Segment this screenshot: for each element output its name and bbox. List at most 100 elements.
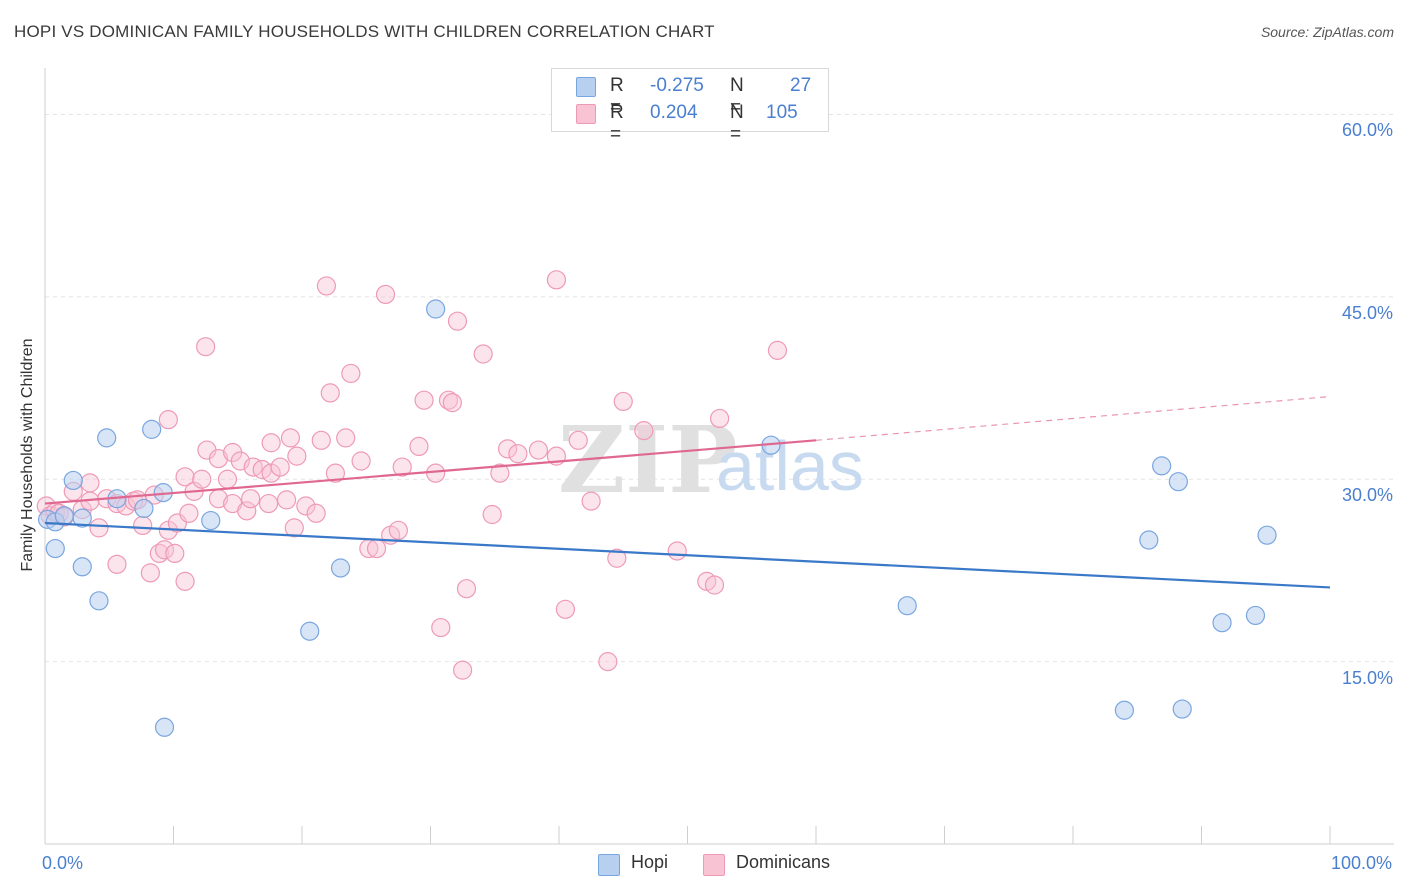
hopi-point bbox=[1245, 605, 1266, 626]
dominicans-point bbox=[280, 428, 301, 448]
dominicans-point bbox=[375, 284, 396, 305]
dominicans-point bbox=[165, 543, 185, 564]
hopi-point bbox=[1257, 525, 1277, 545]
watermark-atlas: atlas bbox=[716, 427, 864, 505]
dominicans-point bbox=[431, 617, 451, 638]
hopi-point bbox=[89, 591, 109, 611]
hopi-point bbox=[426, 299, 446, 319]
dominicans-point bbox=[336, 428, 356, 448]
dominicans-point bbox=[287, 446, 307, 466]
dominicans-point bbox=[196, 337, 216, 357]
y-tick-label: 15.0% bbox=[1341, 667, 1393, 688]
hopi-point bbox=[330, 558, 351, 578]
dominicans-point bbox=[179, 503, 199, 523]
dominicans-trend-line bbox=[44, 439, 817, 505]
hopi-point bbox=[201, 510, 221, 531]
dominicans-point bbox=[284, 518, 304, 538]
dominicans-point bbox=[508, 444, 528, 464]
hopi-point bbox=[1212, 613, 1232, 633]
dominicans-trend-extrapolated bbox=[815, 395, 1331, 441]
dominicans-legend-swatch bbox=[703, 854, 725, 876]
dominicans-legend-label: Dominicans bbox=[736, 852, 831, 872]
hopi-point bbox=[1152, 456, 1172, 476]
dominicans-point bbox=[442, 393, 462, 413]
dominicans-point bbox=[704, 575, 725, 595]
hopi-legend-swatch bbox=[598, 854, 620, 876]
dominicans-point bbox=[175, 467, 195, 487]
dominicans-point bbox=[607, 548, 627, 568]
dominicans-point bbox=[388, 520, 408, 540]
dominicans-point bbox=[149, 543, 169, 564]
dominicans-point bbox=[473, 344, 493, 364]
legend-r-label: R = bbox=[610, 102, 624, 145]
hopi-point bbox=[1114, 700, 1135, 720]
hopi-point bbox=[63, 470, 83, 491]
x-axis-max-label: 100.0% bbox=[1330, 853, 1392, 873]
hopi-swatch bbox=[576, 77, 596, 97]
axes bbox=[44, 68, 1394, 845]
dominicans-point bbox=[634, 421, 654, 441]
dominicans-point bbox=[581, 491, 601, 511]
dominicans-point bbox=[546, 270, 567, 290]
dominicans-point bbox=[325, 463, 346, 483]
hopi-point bbox=[54, 506, 74, 526]
legend-r-label: R = bbox=[610, 75, 624, 118]
hopi-point bbox=[134, 498, 154, 519]
dominicans-point bbox=[456, 579, 477, 599]
trend-lines bbox=[44, 395, 1331, 589]
dominicans-point bbox=[598, 652, 618, 672]
dominicans-point bbox=[409, 436, 429, 457]
dominicans-point bbox=[208, 448, 229, 469]
source-label: Source: ZipAtlas.com bbox=[1260, 24, 1394, 40]
hopi-trend-line bbox=[44, 521, 1331, 589]
dominicans-point bbox=[192, 469, 212, 489]
dominicans-point bbox=[175, 571, 195, 591]
hopi-point bbox=[45, 538, 65, 559]
correlation-legend: R = -0.275 N = 27 R = 0.204 N = 105 bbox=[551, 68, 829, 145]
dominicans-point bbox=[555, 599, 576, 619]
hopi-point bbox=[897, 596, 917, 616]
dominicans-point bbox=[237, 501, 257, 521]
dominicans-point bbox=[366, 538, 387, 559]
dominicans-points bbox=[36, 270, 788, 680]
hopi-points bbox=[37, 299, 1277, 737]
dominicans-point bbox=[154, 540, 175, 560]
dominicans-point bbox=[140, 563, 160, 583]
dominicans-point bbox=[241, 489, 261, 509]
hopi-point bbox=[72, 557, 92, 577]
hopi-point bbox=[1139, 530, 1159, 550]
hopi-point bbox=[300, 621, 320, 641]
dominicans-point bbox=[392, 457, 412, 477]
dominicans-point bbox=[80, 473, 100, 493]
legend-r-value: -0.275 bbox=[650, 75, 704, 96]
dominicans-point bbox=[568, 430, 588, 450]
hopi-point bbox=[154, 717, 175, 737]
dominicans-point bbox=[453, 660, 473, 680]
dominicans-point bbox=[276, 490, 297, 510]
legend-n-label: N = bbox=[730, 102, 744, 145]
dominicans-point bbox=[320, 383, 340, 403]
dominicans-point bbox=[158, 410, 178, 430]
chart-title: HOPI VS DOMINICAN FAMILY HOUSEHOLDS WITH… bbox=[14, 22, 715, 41]
dominicans-point bbox=[426, 463, 446, 483]
watermark: ZIP atlas bbox=[558, 406, 864, 514]
dominicans-point bbox=[306, 503, 326, 523]
dominicans-point bbox=[133, 515, 153, 536]
dominicans-point bbox=[667, 541, 687, 561]
dominicans-point bbox=[490, 463, 510, 483]
dominicans-point bbox=[341, 363, 361, 384]
series-legend: Hopi Dominicans bbox=[0, 852, 1406, 878]
hopi-legend-label: Hopi bbox=[631, 852, 669, 872]
dominicans-point bbox=[311, 430, 331, 450]
dominicans-point bbox=[414, 390, 434, 410]
y-tick-label: 60.0% bbox=[1341, 120, 1393, 141]
hopi-point bbox=[1172, 699, 1192, 719]
hopi-point bbox=[72, 508, 92, 528]
x-axis-min-label: 0.0% bbox=[42, 853, 84, 873]
y-tick-label: 45.0% bbox=[1341, 302, 1393, 323]
dominicans-point bbox=[710, 408, 730, 429]
dominicans-point bbox=[296, 496, 316, 516]
dominicans-point bbox=[261, 433, 281, 453]
dominicans-point bbox=[270, 457, 290, 477]
